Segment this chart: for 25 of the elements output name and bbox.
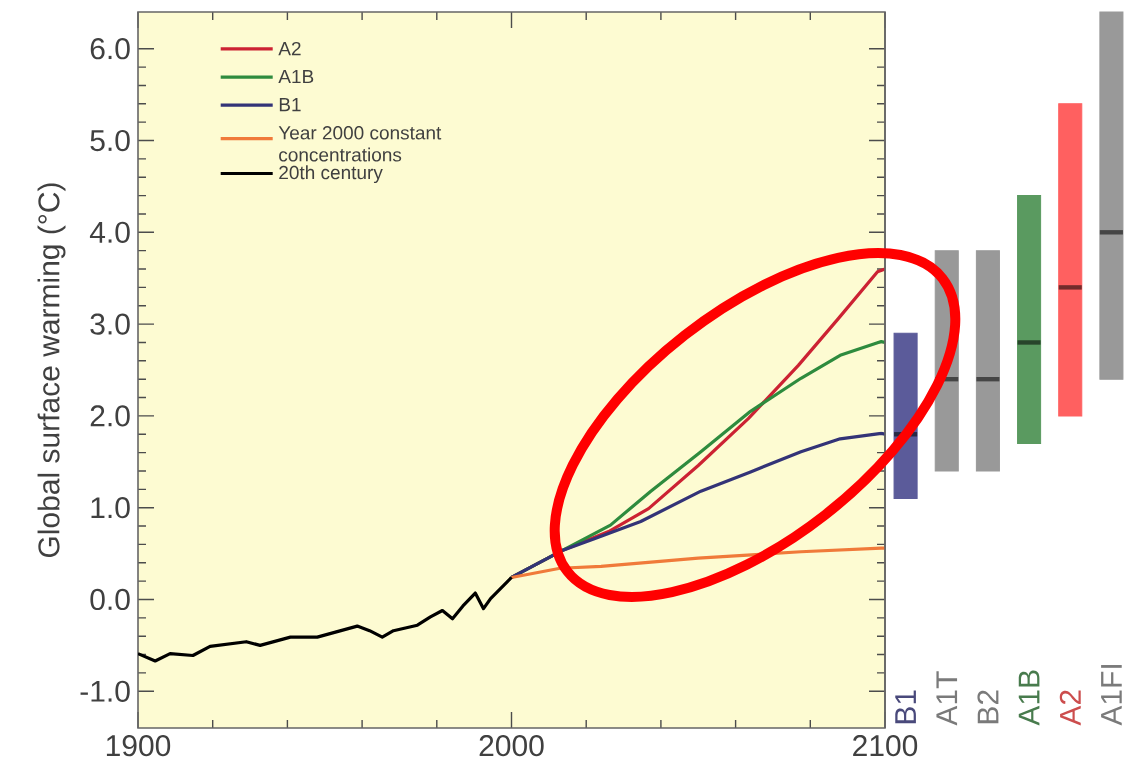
x-tick-label: 1900: [106, 735, 171, 757]
y-tick-label: 5.0: [90, 129, 130, 152]
y-tick-label: 6.0: [90, 38, 130, 60]
y-axis-title: Global surface warming (°C): [37, 183, 66, 558]
x-tick-label: 2100: [853, 735, 918, 757]
line-series: [138, 575, 514, 663]
y-tick-label: 1.0: [91, 497, 130, 519]
x-tick-label: B1: [895, 690, 916, 724]
y-tick-label: 3.0: [90, 313, 130, 335]
y-tick-label: -1.0: [80, 680, 130, 702]
x-tick-label: B2: [977, 690, 999, 724]
legend-label: A2: [278, 41, 301, 56]
legend-label: 20th century: [279, 165, 383, 184]
legend-label: B1: [279, 98, 301, 112]
x-tick-label: A1T: [936, 671, 958, 726]
x-tick-label: A2: [1059, 690, 1081, 726]
line-series: [509, 546, 885, 580]
x-tick-label: A1B: [1018, 670, 1040, 726]
legend-label: A1B: [278, 70, 314, 84]
x-tick-label: A1FI: [1101, 665, 1122, 726]
y-tick-label: 4.0: [89, 221, 130, 243]
y-tick-label: 0.0: [90, 588, 130, 611]
y-tick-label: 2.0: [90, 405, 130, 427]
x-tick-label: 2000: [479, 735, 544, 757]
legend-label: Year 2000 constant concentrations: [278, 126, 442, 162]
